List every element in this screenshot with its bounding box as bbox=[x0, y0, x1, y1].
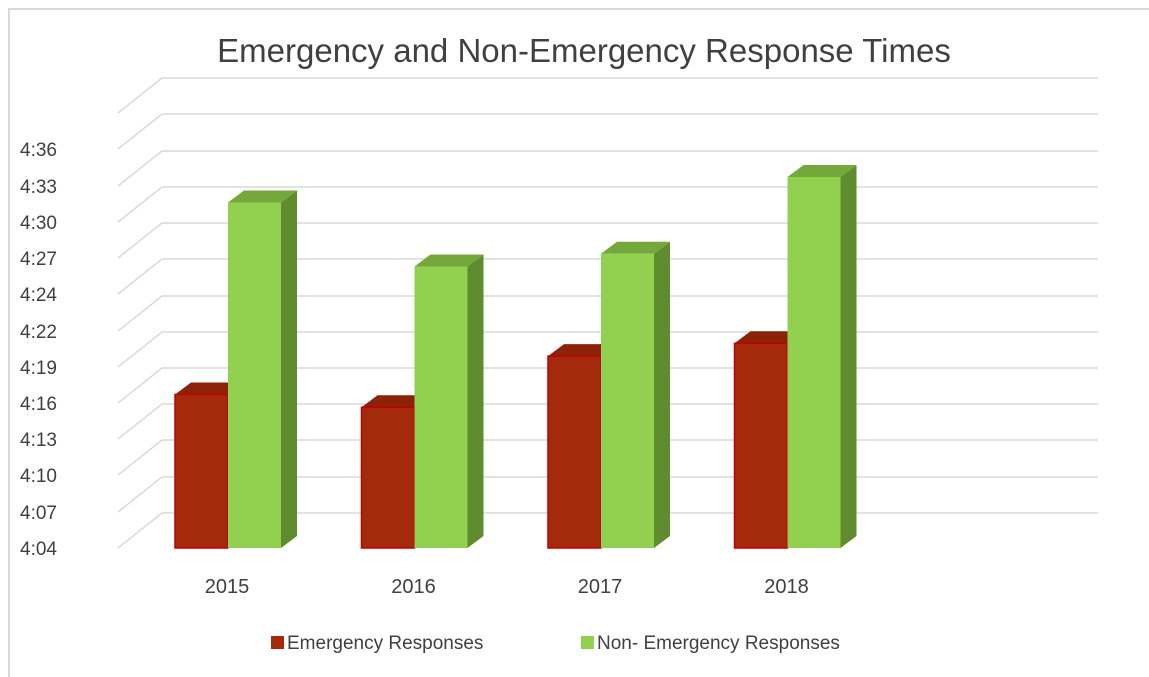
y-tick-label: 4:24 bbox=[20, 285, 57, 306]
bar-side-face bbox=[281, 190, 297, 548]
legend-item-emergency: Emergency Responses bbox=[271, 633, 483, 654]
legend-swatch bbox=[271, 636, 284, 649]
bar-non-emergency-2016 bbox=[414, 254, 484, 548]
gridline-depth bbox=[117, 476, 163, 513]
gridline-depth bbox=[117, 150, 163, 187]
y-tick-label: 4:27 bbox=[20, 249, 57, 270]
x-tick-label: 2017 bbox=[578, 576, 623, 598]
gridline-depth bbox=[117, 331, 163, 368]
bar-front-face bbox=[414, 266, 468, 548]
gridline-depth bbox=[117, 77, 163, 114]
gridline-depth bbox=[117, 403, 163, 440]
gridline-depth bbox=[117, 512, 163, 549]
legend-swatch bbox=[581, 636, 594, 649]
gridline-depth bbox=[117, 295, 163, 332]
y-tick-label: 4:33 bbox=[20, 177, 57, 198]
legend-label: Non- Emergency Responses bbox=[597, 633, 840, 654]
bar-front-face bbox=[228, 202, 281, 548]
bar-side-face bbox=[654, 241, 670, 548]
gridline-depth bbox=[117, 186, 163, 223]
chart-title: Emergency and Non-Emergency Response Tim… bbox=[217, 32, 951, 69]
bar-non-emergency-2018 bbox=[787, 164, 857, 548]
gridline-depth bbox=[117, 258, 163, 295]
x-tick-label: 2015 bbox=[205, 576, 250, 598]
bar-top-face bbox=[601, 241, 670, 254]
bar-top-face bbox=[175, 382, 244, 395]
gridline-depth bbox=[117, 222, 163, 259]
y-tick-label: 4:16 bbox=[20, 394, 57, 415]
chart-frame bbox=[8, 8, 1149, 677]
y-tick-label: 4:22 bbox=[20, 322, 57, 343]
bar-front-face bbox=[733, 342, 789, 549]
y-axis: 4:04 4:07 4:10 4:13 4:16 4:19 4:22 4:24 4:27 4:30… bbox=[20, 140, 57, 560]
x-tick-label: 2016 bbox=[391, 576, 436, 598]
y-tick-label: 4:10 bbox=[20, 466, 57, 487]
bar-top-face bbox=[548, 344, 617, 357]
bar-non-emergency-2015 bbox=[228, 190, 297, 548]
gridline-depth bbox=[117, 113, 163, 150]
bar-front-face bbox=[174, 393, 229, 549]
y-tick-label: 4:13 bbox=[20, 430, 57, 451]
y-tick-label: 4:04 bbox=[20, 539, 57, 560]
bar-top-face bbox=[228, 190, 297, 203]
bar-side-face bbox=[467, 254, 484, 548]
x-tick-label: 2018 bbox=[764, 576, 809, 598]
y-tick-label: 4:19 bbox=[20, 358, 57, 379]
bar-top-face bbox=[361, 395, 431, 408]
bar-front-face bbox=[787, 176, 841, 548]
bar-non-emergency-2017 bbox=[601, 241, 670, 548]
bar-front-face bbox=[601, 253, 654, 548]
y-tick-label: 4:36 bbox=[20, 140, 57, 161]
gridline-depth bbox=[117, 439, 163, 476]
gridline-depth bbox=[117, 367, 163, 404]
legend-item-non-emergency: Non- Emergency Responses bbox=[581, 633, 840, 654]
y-tick-label: 4:07 bbox=[20, 503, 57, 524]
bar-front-face bbox=[547, 355, 602, 549]
bar-top-face bbox=[787, 164, 857, 177]
legend: Emergency Responses Non- Emergency Respon… bbox=[271, 633, 840, 654]
legend-label: Emergency Responses bbox=[287, 633, 483, 654]
bars bbox=[174, 164, 857, 549]
bar-top-face bbox=[414, 254, 484, 267]
x-axis: 2015 2016 2017 2018 bbox=[205, 576, 809, 598]
bar-top-face bbox=[734, 331, 804, 344]
y-tick-label: 4:30 bbox=[20, 213, 57, 234]
bar-front-face bbox=[360, 406, 416, 549]
bar-side-face bbox=[840, 164, 857, 548]
